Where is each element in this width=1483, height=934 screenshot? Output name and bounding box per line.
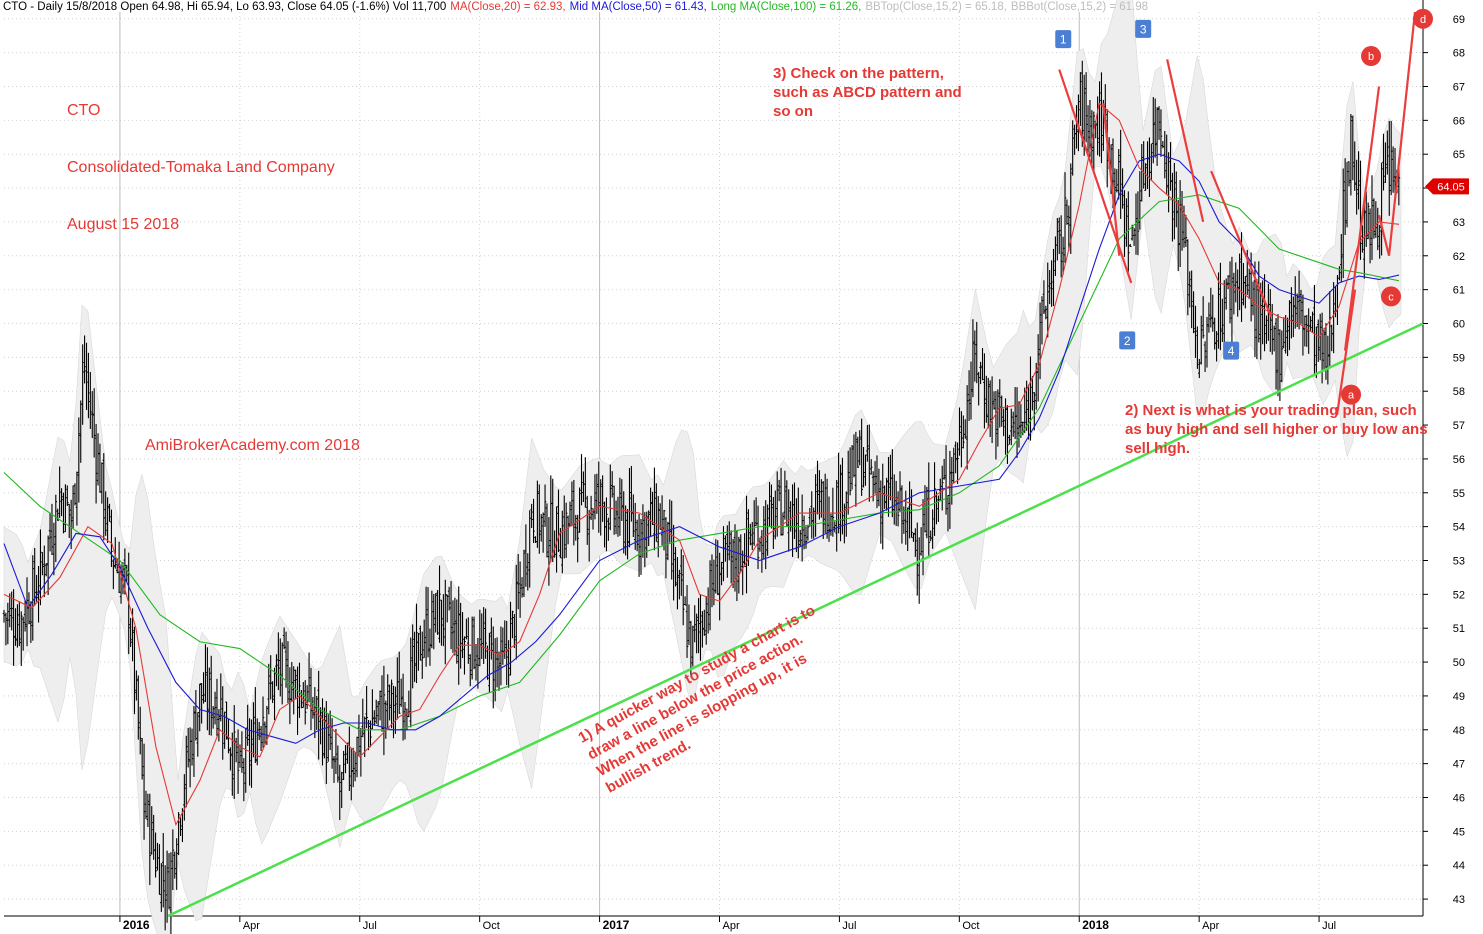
ma50-readout: Mid MA(Close,50) = 61.43, bbox=[569, 1, 707, 13]
ma20-line bbox=[3, 102, 1400, 827]
x-tick-label: Jul bbox=[363, 920, 377, 932]
pattern-line bbox=[1166, 59, 1205, 223]
x-tick-label: Apr bbox=[1202, 920, 1219, 932]
ticker-line: CTO - Daily 15/8/2018 Open 64.98, Hi 65.… bbox=[3, 1, 447, 13]
wave-label-box bbox=[1055, 30, 1072, 49]
watermark: AmiBrokerAcademy.com 2018 bbox=[145, 437, 360, 454]
ma100-readout: Long MA(Close,100) = 61.26, bbox=[710, 1, 862, 13]
y-tick-label: 53 bbox=[1453, 555, 1465, 567]
y-tick-label: 65 bbox=[1453, 149, 1465, 161]
abcd-label-circle bbox=[1413, 8, 1433, 29]
y-tick-label: 59 bbox=[1453, 352, 1465, 364]
x-tick-label: 2017 bbox=[603, 918, 630, 932]
y-tick-label: 69 bbox=[1453, 14, 1465, 26]
ma100-line bbox=[3, 194, 1400, 731]
annotation-trading-plan: 2) Next is what is your trading plan, su… bbox=[1125, 402, 1428, 457]
abcd-label-text: c bbox=[1388, 291, 1394, 303]
abcd-label-a: a bbox=[1341, 384, 1362, 405]
wave-label-box bbox=[1223, 341, 1240, 360]
y-tick-label: 45 bbox=[1453, 826, 1465, 838]
y-tick-label: 60 bbox=[1453, 318, 1465, 330]
y-tick-label: 57 bbox=[1453, 420, 1465, 432]
y-tick-label: 51 bbox=[1453, 623, 1465, 635]
ma50-line bbox=[3, 153, 1400, 744]
y-tick-label: 49 bbox=[1453, 691, 1465, 703]
y-tick-label: 55 bbox=[1453, 488, 1465, 500]
ma20-readout: MA(Close,20) = 62.93, bbox=[450, 1, 566, 13]
x-tick-label: Jul bbox=[842, 920, 856, 932]
bbbot-readout: BBBot(Close,15,2) = 61.98 bbox=[1010, 1, 1149, 13]
abcd-label-circle bbox=[1381, 286, 1402, 307]
wave-label-text: 3 bbox=[1140, 22, 1147, 36]
y-tick-label: 43 bbox=[1453, 894, 1465, 906]
title-block: CTO Consolidated-Tomaka Land Company Aug… bbox=[67, 63, 335, 253]
x-tick-label: Oct bbox=[962, 920, 979, 932]
wave-label-box bbox=[1119, 331, 1136, 350]
y-tick-label: 46 bbox=[1453, 792, 1465, 804]
wave-label-text: 1 bbox=[1060, 33, 1067, 47]
bollinger-band bbox=[3, 0, 1402, 934]
abcd-label-b: b bbox=[1361, 46, 1382, 67]
y-tick-label: 44 bbox=[1453, 860, 1465, 872]
x-tick-label: Apr bbox=[722, 920, 739, 932]
y-tick-label: 58 bbox=[1453, 386, 1465, 398]
annotation-check-pattern: 3) Check on the pattern, such as ABCD pa… bbox=[773, 65, 962, 120]
chart-header: CTO - Daily 15/8/2018 Open 64.98, Hi 65.… bbox=[3, 1, 1152, 13]
bbtop-readout: BBTop(Close,15,2) = 65.18, bbox=[865, 1, 1007, 13]
abcd-label-text: b bbox=[1368, 51, 1374, 63]
last-price-tag-shape bbox=[1425, 178, 1469, 195]
pattern-line bbox=[1102, 103, 1121, 256]
abcd-label-text: d bbox=[1420, 14, 1426, 26]
pattern-line bbox=[1343, 86, 1381, 351]
pattern-line bbox=[1387, 11, 1417, 256]
last-price-tag-text: 64.05 bbox=[1437, 181, 1465, 193]
wave-label-2: 2 bbox=[1119, 331, 1136, 350]
abcd-label-c: c bbox=[1381, 286, 1402, 307]
y-tick-label: 52 bbox=[1453, 589, 1465, 601]
wave-label-text: 4 bbox=[1228, 344, 1235, 358]
wave-label-3: 3 bbox=[1135, 19, 1152, 38]
title-date: August 15 2018 bbox=[67, 216, 180, 233]
abcd-label-circle bbox=[1361, 46, 1382, 67]
pattern-line bbox=[1335, 289, 1357, 416]
y-tick-label: 56 bbox=[1453, 454, 1465, 466]
y-tick-label: 68 bbox=[1453, 48, 1465, 60]
price-bars bbox=[2, 60, 1401, 934]
y-tick-label: 63 bbox=[1453, 217, 1465, 229]
wave-label-box bbox=[1135, 19, 1152, 38]
x-tick-label: 2018 bbox=[1082, 918, 1109, 932]
wave-label-text: 2 bbox=[1124, 334, 1131, 348]
x-tick-label: Jul bbox=[1322, 920, 1336, 932]
abcd-label-text: a bbox=[1348, 390, 1355, 402]
x-tick-label: Oct bbox=[483, 920, 500, 932]
y-tick-label: 54 bbox=[1453, 522, 1465, 534]
pattern-line bbox=[1210, 170, 1273, 318]
title-company: Consolidated-Tomaka Land Company bbox=[67, 159, 335, 176]
last-price-tag: 64.05 bbox=[1425, 178, 1469, 195]
pattern-line bbox=[1377, 214, 1391, 257]
y-tick-label: 47 bbox=[1453, 759, 1465, 771]
y-tick-label: 67 bbox=[1453, 81, 1465, 93]
x-tick-label: 2016 bbox=[123, 918, 150, 932]
y-tick-label: 48 bbox=[1453, 725, 1465, 737]
y-tick-label: 61 bbox=[1453, 285, 1465, 297]
y-tick-label: 62 bbox=[1453, 251, 1465, 263]
abcd-label-d: d bbox=[1413, 8, 1433, 29]
title-ticker: CTO bbox=[67, 102, 101, 119]
wave-label-1: 1 bbox=[1055, 30, 1072, 49]
y-tick-label: 50 bbox=[1453, 657, 1465, 669]
wave-label-4: 4 bbox=[1223, 341, 1240, 360]
x-tick-label: Apr bbox=[243, 920, 260, 932]
y-tick-label: 66 bbox=[1453, 115, 1465, 127]
abcd-label-circle bbox=[1341, 384, 1362, 405]
support-trendline bbox=[167, 322, 1424, 918]
